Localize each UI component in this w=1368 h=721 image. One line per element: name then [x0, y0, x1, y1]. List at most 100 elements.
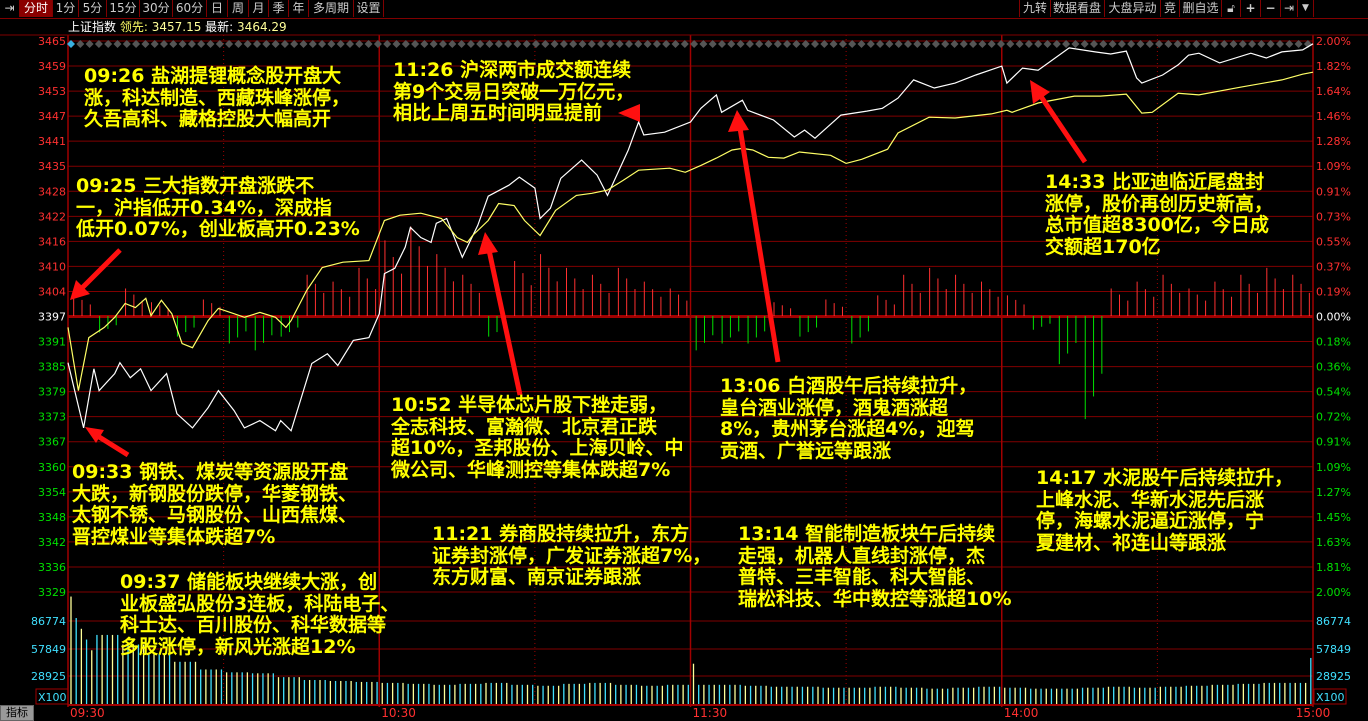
event-marker-icon[interactable] [532, 40, 540, 48]
event-marker-icon[interactable] [122, 40, 131, 48]
event-marker-icon[interactable] [1155, 40, 1164, 48]
data-board-button[interactable]: 数据看盘 [1050, 0, 1105, 17]
event-marker-icon[interactable] [104, 40, 113, 48]
tab-5min[interactable]: 5分 [79, 0, 107, 17]
event-marker-icon[interactable] [587, 40, 596, 48]
event-marker-icon[interactable] [1183, 40, 1191, 48]
tab-15min[interactable]: 15分 [107, 0, 140, 17]
event-marker-icon[interactable] [987, 40, 996, 48]
event-marker-icon[interactable] [559, 40, 568, 48]
event-marker-icon[interactable] [1015, 40, 1024, 48]
event-marker-icon[interactable] [1201, 40, 1210, 48]
event-marker-icon[interactable] [1210, 40, 1219, 48]
event-marker-icon[interactable] [113, 40, 122, 48]
event-marker-icon[interactable] [1006, 40, 1015, 48]
event-markers-row[interactable] [67, 40, 1312, 48]
event-marker-icon[interactable] [392, 40, 401, 48]
event-marker-icon[interactable] [1117, 40, 1126, 48]
event-marker-icon[interactable] [811, 40, 819, 48]
event-marker-icon[interactable] [959, 40, 968, 48]
event-marker-icon[interactable] [1276, 40, 1284, 48]
event-marker-icon[interactable] [904, 40, 912, 48]
event-marker-icon[interactable] [271, 40, 280, 48]
event-marker-icon[interactable] [736, 40, 745, 48]
tab-intraday[interactable]: 分时 [20, 0, 53, 17]
indicator-button[interactable]: 指标 [0, 705, 34, 721]
event-marker-icon[interactable] [197, 40, 206, 48]
market-alert-button[interactable]: 大盘异动 [1105, 0, 1161, 17]
event-marker-icon[interactable] [76, 40, 85, 48]
event-marker-icon[interactable] [671, 40, 680, 48]
event-marker-icon[interactable] [829, 40, 838, 48]
tab-quarter[interactable]: 季 [269, 0, 289, 17]
event-marker-icon[interactable] [318, 40, 327, 48]
event-marker-icon[interactable] [1220, 40, 1229, 48]
event-marker-icon[interactable] [1080, 40, 1089, 48]
event-marker-icon[interactable] [448, 40, 457, 48]
event-marker-icon[interactable] [1173, 40, 1182, 48]
event-marker-icon[interactable] [913, 40, 922, 48]
event-marker-icon[interactable] [578, 40, 587, 48]
expand-icon[interactable]: ⇥ [0, 0, 20, 17]
event-marker-icon[interactable] [820, 40, 829, 48]
tab-year[interactable]: 年 [289, 0, 309, 17]
event-marker-icon[interactable] [1294, 40, 1303, 48]
event-marker-icon[interactable] [1164, 40, 1173, 48]
event-marker-icon[interactable] [625, 40, 633, 48]
event-marker-icon[interactable] [615, 40, 624, 48]
tab-1min[interactable]: 1分 [53, 0, 79, 17]
event-marker-icon[interactable] [931, 40, 940, 48]
event-marker-icon[interactable] [1071, 40, 1080, 48]
event-marker-icon[interactable] [373, 40, 382, 48]
event-marker-icon[interactable] [1052, 40, 1061, 48]
event-marker-icon[interactable] [308, 40, 317, 48]
event-marker-icon[interactable] [690, 40, 699, 48]
event-marker-icon[interactable] [429, 40, 438, 48]
event-marker-icon[interactable] [485, 40, 494, 48]
event-marker-icon[interactable] [755, 40, 764, 48]
event-marker-icon[interactable] [1257, 40, 1266, 48]
event-marker-icon[interactable] [1285, 40, 1294, 48]
settings-button[interactable]: 设置 [354, 0, 384, 17]
event-marker-icon[interactable] [1192, 40, 1201, 48]
event-marker-icon[interactable] [383, 40, 392, 48]
event-marker-icon[interactable] [476, 40, 485, 48]
event-marker-icon[interactable] [336, 40, 345, 48]
event-marker-icon[interactable] [783, 40, 792, 48]
event-marker-icon[interactable] [1266, 40, 1275, 48]
lock-icon[interactable]: 🔓︎ [1222, 0, 1241, 17]
event-marker-icon[interactable] [364, 40, 373, 48]
event-marker-icon[interactable] [206, 40, 215, 48]
event-marker-icon[interactable] [597, 40, 606, 48]
event-marker-icon[interactable] [652, 40, 661, 48]
event-marker-icon[interactable] [262, 40, 271, 48]
minus-icon[interactable]: − [1261, 0, 1281, 17]
event-marker-icon[interactable] [439, 40, 447, 48]
event-marker-icon[interactable] [522, 40, 531, 48]
event-marker-icon[interactable] [1090, 40, 1098, 48]
event-marker-icon[interactable] [1238, 40, 1247, 48]
event-marker-icon[interactable] [541, 40, 550, 48]
event-marker-icon[interactable] [504, 40, 513, 48]
event-marker-icon[interactable] [187, 40, 196, 48]
tab-day[interactable]: 日 [207, 0, 228, 17]
event-marker-icon[interactable] [1108, 40, 1117, 48]
event-marker-icon[interactable] [550, 40, 559, 48]
event-marker-icon[interactable] [866, 40, 875, 48]
event-marker-icon[interactable] [662, 40, 671, 48]
event-marker-icon[interactable] [857, 40, 866, 48]
event-marker-icon[interactable] [346, 40, 354, 48]
event-marker-icon[interactable] [1145, 40, 1154, 48]
event-marker-icon[interactable] [1099, 40, 1108, 48]
event-marker-icon[interactable] [801, 40, 810, 48]
event-marker-icon[interactable] [299, 40, 308, 48]
event-marker-icon[interactable] [876, 40, 885, 48]
event-marker-icon[interactable] [513, 40, 522, 48]
event-marker-icon[interactable] [718, 40, 726, 48]
event-marker-icon[interactable] [1248, 40, 1257, 48]
event-marker-icon[interactable] [150, 40, 159, 48]
event-marker-icon[interactable] [420, 40, 429, 48]
event-marker-icon[interactable] [178, 40, 187, 48]
event-marker-icon[interactable] [885, 40, 894, 48]
